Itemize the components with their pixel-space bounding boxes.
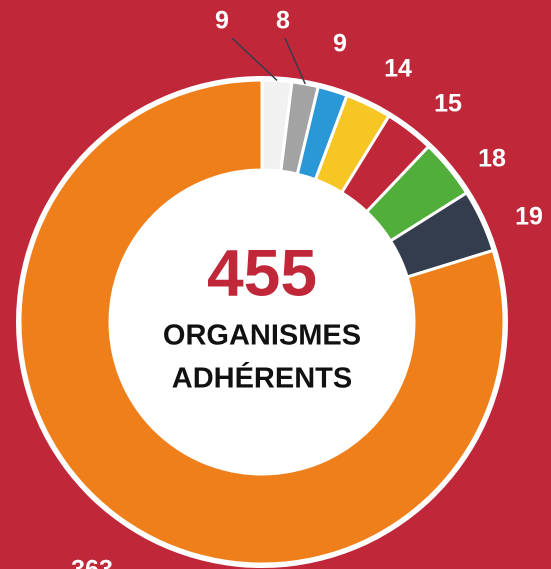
value-label: 363 — [71, 556, 113, 569]
value-label: 9 — [333, 30, 347, 58]
value-label: 19 — [515, 203, 543, 231]
center-line: ORGANISMES — [163, 320, 361, 352]
value-label: 8 — [276, 7, 290, 35]
center-disc — [110, 170, 414, 474]
leader-line — [284, 37, 306, 85]
value-label: 14 — [384, 55, 412, 83]
value-label: 18 — [478, 145, 506, 173]
center-line: ADHÉRENTS — [172, 361, 352, 395]
leader-line — [231, 37, 278, 82]
total-value: 455 — [207, 235, 317, 309]
value-label: 15 — [434, 90, 462, 118]
value-label: 9 — [215, 7, 229, 35]
